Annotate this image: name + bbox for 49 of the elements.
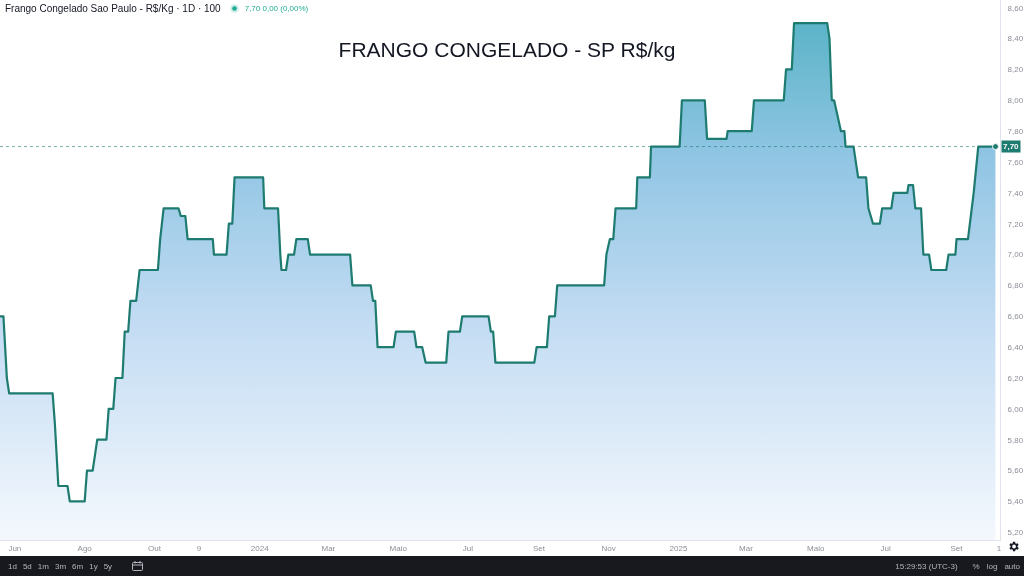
annotation: 7,70 0,00 (0,00%) bbox=[244, 4, 309, 13]
y-tick-label: 7,60 bbox=[1007, 157, 1024, 167]
y-tick-label: 6,80 bbox=[1007, 281, 1024, 291]
x-tick-label: Ago bbox=[77, 543, 93, 553]
x-tick-label: Jun bbox=[8, 543, 22, 553]
ref-line-label: 7,70 bbox=[1003, 142, 1020, 151]
y-tick-label: 8,00 bbox=[1007, 96, 1024, 106]
text: 5d bbox=[22, 561, 32, 571]
text: 6m bbox=[72, 561, 84, 571]
x-tick-label: Jul bbox=[462, 543, 474, 553]
text: auto bbox=[1004, 561, 1020, 571]
x-tick-label: Mar bbox=[739, 543, 754, 553]
x-tick-label: 2024 bbox=[250, 543, 270, 553]
y-tick-label: 5,20 bbox=[1007, 528, 1024, 538]
y-tick-label: 5,40 bbox=[1007, 497, 1024, 507]
text: FRANGO CONGELADO - SP R$/kg bbox=[338, 38, 676, 62]
text: 15:29:53 (UTC-3) bbox=[895, 561, 958, 571]
text: 3m bbox=[54, 561, 67, 571]
y-tick-label: 5,60 bbox=[1007, 466, 1024, 476]
x-tick-label: Set bbox=[532, 543, 546, 553]
y-tick-label: 6,60 bbox=[1007, 312, 1024, 322]
x-tick-label: 2025 bbox=[669, 543, 688, 553]
text: 1d bbox=[8, 561, 17, 571]
y-tick-label: 5,80 bbox=[1007, 435, 1024, 445]
y-tick-label: 7,40 bbox=[1007, 188, 1024, 198]
chart-subtitle: Frango Congelado Sao Paulo - R$/Kg · 1D · 100 bbox=[5, 3, 221, 14]
text: log bbox=[986, 561, 998, 571]
x-tick-label: 1 bbox=[996, 543, 1002, 553]
x-tick-label: Maio bbox=[389, 543, 408, 553]
text: % bbox=[972, 561, 980, 571]
y-tick-label: 8,60 bbox=[1007, 3, 1024, 13]
y-tick-label: 8,40 bbox=[1007, 34, 1024, 44]
x-tick-label: Mar bbox=[321, 543, 336, 553]
x-tick-label: Set bbox=[950, 543, 964, 553]
text: 1m bbox=[37, 561, 49, 571]
text: 1y bbox=[89, 561, 98, 571]
x-tick-label: Out bbox=[148, 543, 162, 553]
x-tick-label: Maio bbox=[807, 543, 826, 553]
y-tick-label: 7,80 bbox=[1007, 126, 1024, 136]
x-tick-label: Nov bbox=[601, 543, 616, 553]
x-tick-label: 9 bbox=[196, 543, 202, 553]
y-tick-label: 7,20 bbox=[1007, 219, 1024, 229]
y-tick-label: 6,00 bbox=[1007, 404, 1024, 414]
text: 5y bbox=[103, 561, 113, 571]
y-tick-label: 7,00 bbox=[1007, 250, 1024, 260]
y-tick-label: 8,20 bbox=[1007, 65, 1024, 75]
y-tick-label: 6,40 bbox=[1007, 342, 1024, 352]
x-tick-label: Jul bbox=[880, 543, 891, 553]
y-tick-label: 6,20 bbox=[1007, 373, 1024, 383]
